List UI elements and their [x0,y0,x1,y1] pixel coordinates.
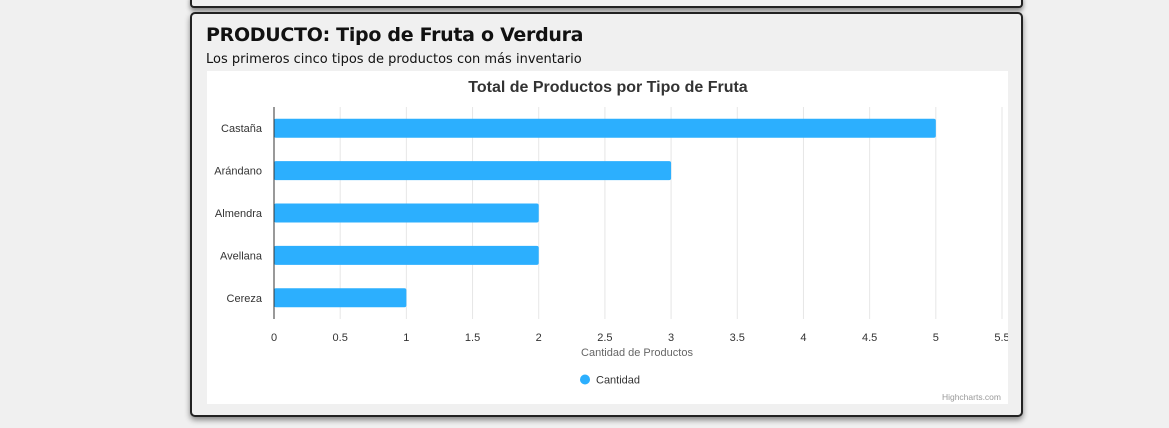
chart-container: Total de Productos por Tipo de Fruta Cas… [207,71,1008,404]
legend-symbol [580,374,590,385]
credits-link[interactable]: Highcharts.com [942,392,1001,402]
bars [274,118,936,308]
card-title: PRODUCTO: Tipo de Fruta o Verdura [206,24,584,46]
x-tick-label: 5.5 [994,332,1008,344]
x-tick-label: 2 [536,332,542,344]
bar-castaña[interactable] [274,118,936,138]
x-tick-label: 3 [668,332,674,344]
y-category-label: Arándano [214,166,262,178]
gridlines [273,107,1003,319]
legend[interactable]: Cantidad [580,374,640,387]
legend-label-cantidad: Cantidad [596,375,640,387]
tick-labels: 0 0.5 1 1.5 2 2.5 3 3.5 4 4.5 5 5.5 [271,332,1008,344]
x-tick-label: 2.5 [597,332,612,344]
x-tick-label: 4.5 [862,332,877,344]
x-tick-label: 4 [800,332,806,344]
bar-cereza[interactable] [274,288,407,308]
bar-avellana[interactable] [274,245,539,265]
x-tick-label: 1 [403,332,409,344]
y-category-label: Almendra [215,208,263,220]
card-subtitle: Los primeros cinco tipos de productos co… [206,52,582,67]
x-axis-title: Cantidad de Productos [581,347,693,359]
bar-chart: Total de Productos por Tipo de Fruta Cas… [214,79,1008,402]
x-tick-label: 5 [933,332,939,344]
chart-card: PRODUCTO: Tipo de Fruta o Verdura Los pr… [190,12,1023,417]
previous-card [190,0,1023,8]
y-category-label: Castaña [221,123,263,135]
x-tick-label: 0.5 [333,332,348,344]
x-tick-label: 1.5 [465,332,480,344]
chart-title: Total de Productos por Tipo de Fruta [468,79,748,96]
x-tick-label: 0 [271,332,277,344]
bar-arándano[interactable] [274,161,672,181]
y-category-label: Avellana [220,250,263,262]
bar-almendra[interactable] [274,203,539,223]
y-category-label: Cereza [227,293,263,305]
x-tick-label: 3.5 [730,332,745,344]
category-labels: Castaña Arándano Almendra Avellana Cereza [214,123,263,305]
